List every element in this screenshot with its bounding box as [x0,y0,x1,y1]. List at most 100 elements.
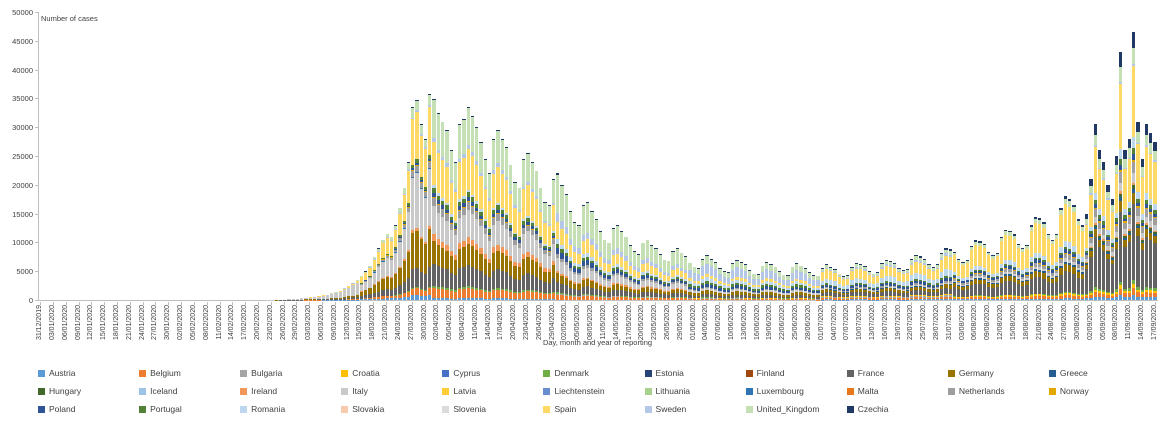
bar-segment-portugal [914,279,918,281]
bar-segment-greece [880,288,884,289]
legend-item-norway: Norway [1048,386,1150,396]
bar-segment-romania [436,192,440,196]
bar-segment-italy [833,289,837,291]
bar-segment-austria [453,298,458,300]
bar-segment-france [812,296,816,299]
legend-label: Finland [756,368,785,378]
bar-segment-france [432,263,436,286]
x-tick-label: 22/06/2020 [779,305,787,341]
bar-segment-portugal [833,285,837,287]
bar-segment-netherlands [888,285,893,287]
bar-segment-france [590,287,594,295]
bar-segment-romania [773,283,777,286]
bar-segment-portugal [901,286,905,288]
x-tick-mark [462,302,464,305]
bar-segment-belgium [449,290,453,299]
x-tick-mark [270,302,272,305]
bar-segment-spain [701,276,705,280]
bar-segment-portugal [1012,266,1016,268]
bar-segment-france [1016,284,1021,296]
bar-segment-portugal [991,277,995,279]
stacked-bar [675,248,679,300]
bar-segment-croatia [1110,294,1114,296]
bar-segment-united_kingdom [735,260,739,268]
bar-segment-denmark [969,295,974,297]
bar-segment-belgium [423,290,428,297]
bar-segment-norway [428,161,432,163]
bar-segment-netherlands [863,287,867,289]
bar-segment-spain [807,284,812,287]
x-tick-label: 17/04/2020 [497,305,505,341]
bar-segment-romania [893,277,897,283]
bar-segment-spain [948,256,952,270]
x-tick-mark [1090,302,1092,305]
bar-segment-spain [888,266,893,277]
bar-segment-portugal [1123,214,1127,219]
x-tick-mark [539,302,541,305]
bar-segment-united_kingdom [496,131,500,164]
bar-segment-norway [1080,266,1085,267]
bar-segment-ireland [594,281,598,284]
bar-segment-czechia [428,93,432,95]
x-tick-mark [78,302,80,305]
bar-segment-bulgaria [641,297,645,298]
bar-segment-united_kingdom [577,226,581,249]
legend-swatch [745,387,753,395]
bar-segment-spain [1089,194,1093,227]
bar-segment-netherlands [368,277,372,278]
stacked-bar [1114,156,1119,300]
bar-segment-france [487,277,492,292]
bar-segment-united_kingdom [910,259,914,263]
bar-segment-italy [470,213,475,240]
bar-segment-poland [445,209,449,213]
bar-segment-netherlands [982,275,986,278]
bar-segment-sweden [543,221,547,224]
bar-segment-poland [415,163,419,166]
bar-segment-poland [419,180,423,182]
bar-segment-austria [931,299,935,300]
legend-swatch [644,369,652,377]
bar-segment-germany [880,288,884,292]
bar-segment-portugal [820,285,824,287]
x-tick-label: 05/05/2020 [574,305,582,341]
bar-segment-sweden [841,278,846,280]
bar-segment-austria [547,299,551,300]
bar-segment-germany [547,272,551,283]
bar-segment-poland [466,197,470,202]
legend-item-slovakia: Slovakia [341,404,442,414]
bar-segment-italy [718,291,722,293]
bar-segment-romania [935,278,940,284]
stacked-bar [394,225,398,300]
bar-segment-spain [402,194,406,222]
bar-segment-romania [884,275,888,282]
y-tick-label: 0 [28,296,33,305]
bar-segment-bulgaria [893,296,897,298]
bar-segment-czechia [876,272,880,274]
bar-segment-united_kingdom [850,267,854,271]
x-tick-label: 03/03/2020 [305,305,313,341]
bar-segment-netherlands [731,289,735,291]
bar-segment-poland [739,286,743,290]
bar-segment-germany [500,253,504,271]
bar-segment-ireland [368,287,372,289]
bar-segment-portugal [590,260,594,264]
bar-segment-hungary [1140,239,1144,242]
stacked-bar [765,262,769,300]
bar-segment-romania [479,209,483,212]
bar-segment-croatia [1012,295,1016,297]
bar-segment-czechia [1102,161,1106,171]
bar-segment-ireland [522,253,526,259]
bar-segment-germany [470,246,475,267]
bar-segment-sweden [859,267,863,270]
x-tick-label: 14/04/2020 [484,305,492,341]
bar-segment-croatia [952,296,957,298]
bar-segment-poland [1033,259,1038,263]
bar-segment-ireland [645,286,649,288]
bar-segment-czechia [1093,124,1097,135]
bar-segment-united_kingdom [398,208,402,213]
bar-segment-france [1093,237,1097,288]
bar-segment-portugal [931,284,935,286]
bar-segment-united_kingdom [1080,226,1085,231]
bar-segment-spain [999,241,1004,264]
bar-segment-italy [799,290,803,293]
